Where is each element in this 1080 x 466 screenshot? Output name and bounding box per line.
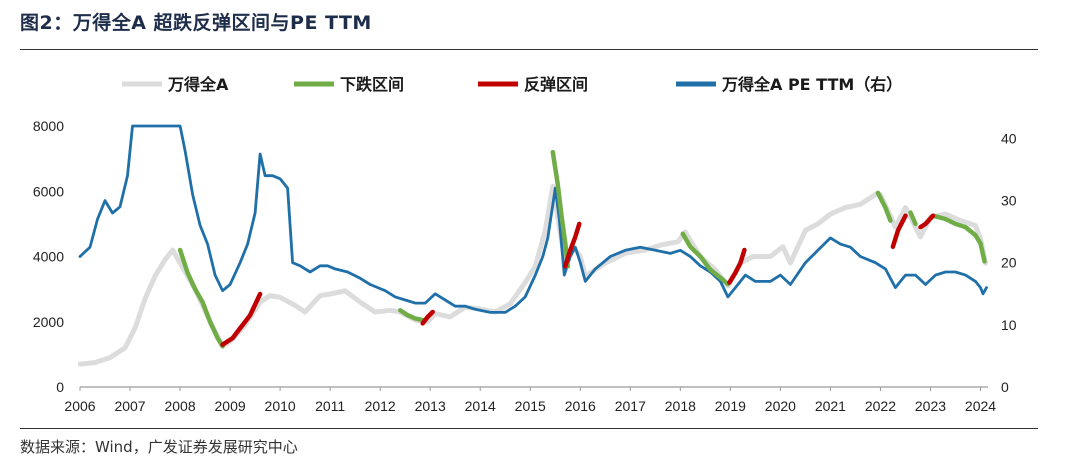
series-line-decline xyxy=(177,247,225,349)
y-left-tick-label: 4000 xyxy=(33,249,64,265)
x-tick-label: 2007 xyxy=(114,398,145,414)
series-line-rebound xyxy=(563,221,582,269)
bottom-divider xyxy=(20,428,1038,429)
legend-label-decline: 下跌区间 xyxy=(340,75,404,94)
series-line-pe xyxy=(78,124,988,314)
x-tick-label: 2017 xyxy=(615,398,646,414)
x-tick-label: 2018 xyxy=(665,398,696,414)
y-right-tick-label: 20 xyxy=(1001,255,1017,271)
chart-title: 图2：万得全A 超跌反弹区间与PE TTM xyxy=(20,12,372,34)
axes: 2006 2007 2008 2009 2010 2011 2012 2013 2014 2015… xyxy=(33,118,1017,414)
x-tick-label: 2006 xyxy=(64,398,95,414)
y-left-tick-label: 0 xyxy=(56,379,64,395)
y-left-tick-label: 2000 xyxy=(33,314,64,330)
x-tick-label: 2022 xyxy=(865,398,896,414)
legend-label-rebound: 反弹区间 xyxy=(524,75,588,94)
x-tick-label: 2020 xyxy=(765,398,796,414)
x-tick-label: 2021 xyxy=(815,398,846,414)
series-line-rebound xyxy=(220,291,263,347)
x-tick-label: 2019 xyxy=(715,398,746,414)
source-note: 数据来源：Wind，广发证券发展研究中心 xyxy=(20,438,298,456)
y-right-tick-label: 0 xyxy=(1001,379,1009,395)
y-left-tick-label: 8000 xyxy=(33,118,64,134)
series-line-decline xyxy=(908,210,918,227)
y-left-tick-label: 6000 xyxy=(33,183,64,199)
legend-label-index: 万得全A xyxy=(167,75,229,94)
legend: 万得全A 下跌区间 反弹区间 万得全A PE TTM（右） xyxy=(122,75,902,94)
series-rebound xyxy=(220,213,936,347)
x-tick-label: 2008 xyxy=(164,398,195,414)
series-line-decline xyxy=(930,213,987,264)
x-tick-label: 2024 xyxy=(965,398,996,414)
series-pe xyxy=(78,124,988,314)
x-tick-label: 2010 xyxy=(265,398,296,414)
legend-label-pe: 万得全A PE TTM（右） xyxy=(721,75,902,94)
series-line-rebound xyxy=(420,309,435,326)
x-tick-label: 2014 xyxy=(465,398,496,414)
y-right-tick-label: 30 xyxy=(1001,193,1017,209)
series-line-decline xyxy=(550,149,571,269)
x-tick-label: 2023 xyxy=(915,398,946,414)
series-line-decline xyxy=(680,231,731,287)
series-decline xyxy=(177,149,987,349)
y-right-tick-label: 10 xyxy=(1001,317,1017,333)
x-tick-label: 2013 xyxy=(415,398,446,414)
series-line-decline xyxy=(875,190,893,223)
x-tick-label: 2015 xyxy=(515,398,546,414)
x-tick-label: 2016 xyxy=(565,398,596,414)
y-right-tick-label: 40 xyxy=(1001,130,1017,146)
series-layer xyxy=(78,124,988,367)
series-line-rebound xyxy=(890,213,908,249)
x-tick-label: 2009 xyxy=(215,398,246,414)
top-divider xyxy=(20,49,1038,50)
series-line-rebound xyxy=(727,247,747,285)
series-line-decline xyxy=(397,308,425,323)
series-line-rebound xyxy=(918,213,936,230)
x-tick-label: 2011 xyxy=(315,398,345,414)
x-tick-label: 2012 xyxy=(365,398,396,414)
